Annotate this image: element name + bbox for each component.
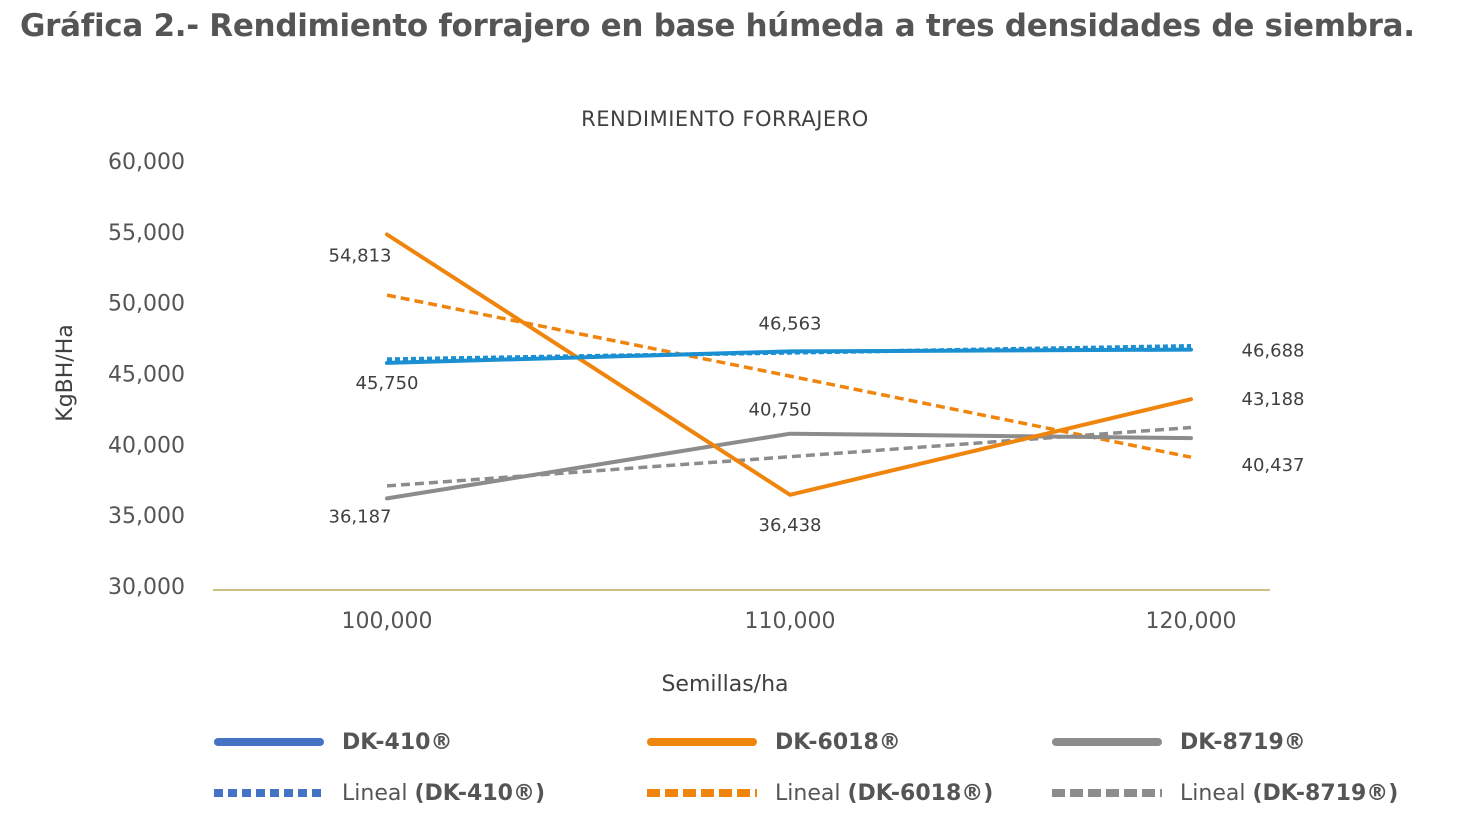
legend-label: DK-8719® <box>1180 729 1306 755</box>
x-tick-label: 100,000 <box>342 609 433 634</box>
legend-label: DK-6018® <box>775 729 901 755</box>
chart-title: RENDIMIENTO FORRAJERO <box>581 107 869 131</box>
y-tick-label: 30,000 <box>108 575 185 600</box>
series-line-dk-6018 <box>385 232 1193 497</box>
data-label: 54,813 <box>329 245 392 266</box>
legend-swatch <box>1052 738 1162 746</box>
legend-swatch <box>647 789 757 797</box>
y-tick-label: 55,000 <box>108 221 185 246</box>
x-axis-ticks: 100,000 110,000 120,000 <box>342 609 1237 634</box>
data-label: 45,750 <box>356 373 419 394</box>
y-tick-label: 45,000 <box>108 363 185 388</box>
y-tick-label: 40,000 <box>108 433 185 458</box>
data-label: 43,188 <box>1242 389 1305 410</box>
y-tick-label: 35,000 <box>108 504 185 529</box>
legend-item-dk-8719: DK-8719® <box>1052 727 1306 757</box>
legend-label: Lineal (DK-410®) <box>342 780 545 806</box>
legend-item-dk-410: DK-410® <box>214 727 452 757</box>
figure-title: Gráfica 2.- Rendimiento forrajero en bas… <box>20 8 1415 44</box>
x-axis-label: Semillas/ha <box>661 672 788 697</box>
data-labels-layer: 45,750 46,563 46,688 54,813 36,438 43,188 36,1… <box>329 245 1305 535</box>
legend-swatch <box>214 789 324 797</box>
legend-swatch <box>214 738 324 746</box>
data-label: 40,437 <box>1242 455 1305 476</box>
y-axis-label: KgBH/Ha <box>53 324 78 421</box>
data-label: 46,688 <box>1242 341 1305 362</box>
data-label: 36,187 <box>329 506 392 527</box>
data-label: 40,750 <box>749 400 812 421</box>
data-label: 46,563 <box>759 313 822 334</box>
x-tick-label: 120,000 <box>1146 609 1237 634</box>
series-line-dk-8719 <box>385 431 1193 501</box>
line-chart: RENDIMIENTO FORRAJERO KgBH/Ha Semillas/h… <box>53 107 1305 697</box>
series-line-dk-410 <box>385 347 1193 365</box>
y-tick-label: 50,000 <box>108 292 185 317</box>
series-line-lineal-dk-6018 <box>386 293 1192 459</box>
legend-item-lineal-dk-410: Lineal (DK-410®) <box>214 778 545 808</box>
series-layer <box>385 232 1193 501</box>
legend-label: DK-410® <box>342 729 453 755</box>
legend-item-lineal-dk-8719: Lineal (DK-8719®) <box>1052 778 1398 808</box>
legend-swatch <box>647 738 757 746</box>
x-tick-label: 110,000 <box>745 609 836 634</box>
y-axis-ticks: 30,000 35,000 40,000 45,000 50,000 55,000 60,0… <box>108 150 185 600</box>
legend-item-lineal-dk-6018: Lineal (DK-6018®) <box>647 778 993 808</box>
legend-label: Lineal (DK-8719®) <box>1180 780 1399 806</box>
legend-item-dk-6018: DK-6018® <box>647 727 901 757</box>
legend-swatch <box>1052 789 1162 797</box>
legend-label: Lineal (DK-6018®) <box>775 780 994 806</box>
y-tick-label: 60,000 <box>108 150 185 175</box>
data-label: 36,438 <box>759 515 822 536</box>
